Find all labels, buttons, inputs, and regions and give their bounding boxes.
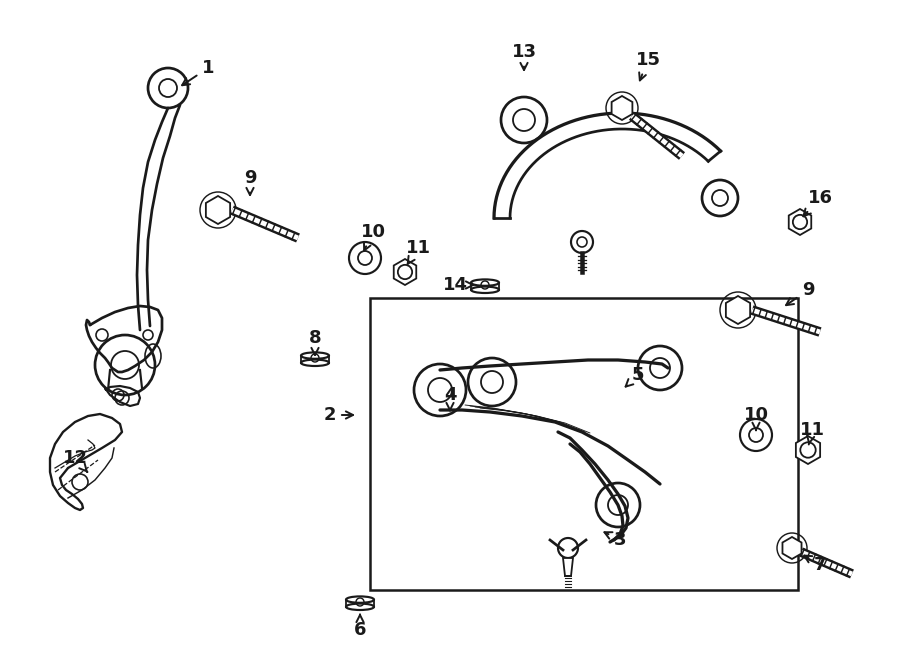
Text: 7: 7 bbox=[805, 555, 826, 574]
Text: 10: 10 bbox=[743, 406, 769, 430]
Polygon shape bbox=[206, 196, 230, 224]
Text: 5: 5 bbox=[626, 366, 644, 387]
Text: 4: 4 bbox=[444, 386, 456, 410]
Text: 11: 11 bbox=[799, 421, 824, 445]
Polygon shape bbox=[563, 558, 573, 576]
Text: 11: 11 bbox=[406, 239, 430, 264]
Text: 3: 3 bbox=[605, 531, 626, 549]
Bar bbox=[370, 298, 798, 590]
Polygon shape bbox=[393, 259, 417, 285]
Text: 8: 8 bbox=[309, 329, 321, 355]
Text: 15: 15 bbox=[635, 51, 661, 81]
Text: 1: 1 bbox=[182, 59, 214, 85]
Text: 12: 12 bbox=[62, 449, 87, 472]
Text: 14: 14 bbox=[443, 276, 473, 294]
Polygon shape bbox=[726, 296, 750, 324]
Text: 2: 2 bbox=[324, 406, 353, 424]
Text: 6: 6 bbox=[354, 615, 366, 639]
Polygon shape bbox=[796, 436, 820, 464]
Text: 9: 9 bbox=[244, 169, 256, 195]
Polygon shape bbox=[612, 96, 633, 120]
Polygon shape bbox=[782, 537, 802, 559]
Text: 9: 9 bbox=[786, 281, 815, 305]
Polygon shape bbox=[788, 209, 811, 235]
Text: 10: 10 bbox=[361, 223, 385, 251]
Text: 13: 13 bbox=[511, 43, 536, 70]
Text: 16: 16 bbox=[804, 189, 833, 216]
